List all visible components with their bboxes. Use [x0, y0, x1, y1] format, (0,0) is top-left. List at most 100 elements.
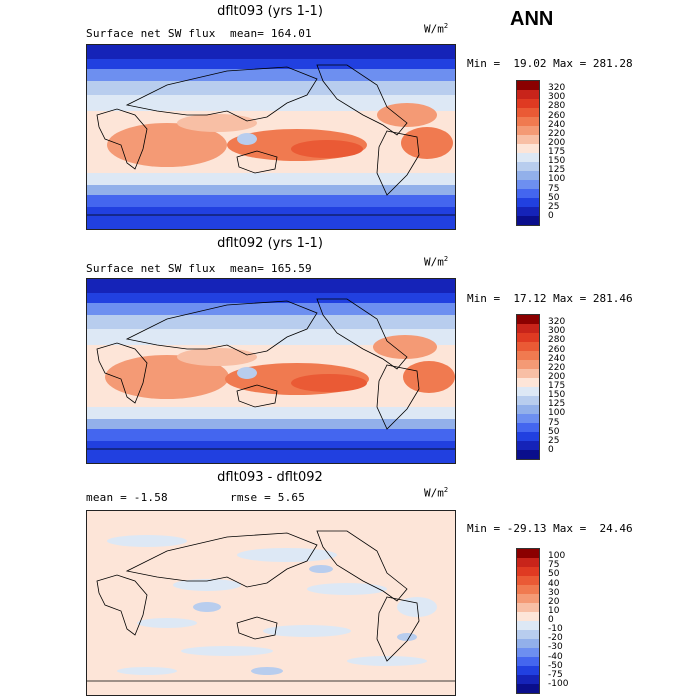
- panel2-units: W/m2: [424, 255, 449, 269]
- colorbar-swatch: [517, 180, 539, 189]
- panel3-units: W/m2: [424, 486, 449, 500]
- panel3-mean: mean = -1.58: [86, 491, 168, 504]
- panel1-colorbar-labels: 320 300 280 260 240 220 200 175 150 125 100 75 50 25 0: [548, 80, 578, 226]
- panel2-field-name: Surface net SW flux: [86, 262, 216, 275]
- colorbar-tick-label: 300: [548, 326, 566, 337]
- panel2-mean: mean= 165.59: [230, 262, 312, 275]
- colorbar-tick-label: 100: [548, 551, 566, 562]
- colorbar-swatch: [517, 135, 539, 144]
- colorbar-swatch: [517, 333, 539, 342]
- colorbar-tick-label: 150: [548, 156, 566, 167]
- colorbar-tick-label: 320: [548, 83, 566, 94]
- colorbar-swatch: [517, 162, 539, 171]
- colorbar-tick-label: 220: [548, 362, 566, 373]
- colorbar-swatch: [517, 108, 539, 117]
- colorbar-swatch: [517, 621, 539, 630]
- colorbar-tick-label: 100: [548, 174, 566, 185]
- colorbar-tick-label: 0: [548, 615, 554, 625]
- colorbar-tick-label: 175: [548, 147, 566, 157]
- colorbar-swatch: [517, 153, 539, 162]
- colorbar-tick-label: -10: [548, 624, 563, 635]
- panel1-minmax: Min = 19.02 Max = 281.28: [467, 57, 633, 70]
- colorbar-swatch: [517, 612, 539, 621]
- colorbar-tick-label: 260: [548, 344, 566, 355]
- colorbar-tick-label: 40: [548, 578, 560, 589]
- colorbar-swatch: [517, 657, 539, 666]
- colorbar-swatch: [517, 126, 539, 135]
- panel3-colorbar: [516, 548, 540, 694]
- panel1-map-plot: [87, 45, 455, 229]
- colorbar-swatch: [517, 99, 539, 108]
- colorbar-swatch: [517, 648, 539, 657]
- colorbar-swatch: [517, 666, 539, 675]
- colorbar-tick-label: 240: [548, 353, 566, 364]
- panel2-minmax: Min = 17.12 Max = 281.46: [467, 292, 633, 305]
- colorbar-tick-label: -20: [548, 633, 563, 644]
- colorbar-tick-label: 150: [548, 390, 566, 401]
- colorbar-tick-label: 200: [548, 137, 566, 148]
- colorbar-swatch: [517, 450, 539, 459]
- colorbar-tick-label: 50: [548, 426, 560, 437]
- colorbar-swatch: [517, 81, 539, 90]
- colorbar-tick-label: 75: [548, 183, 560, 194]
- season-label: ANN: [510, 8, 554, 30]
- colorbar-tick-label: 125: [548, 165, 566, 176]
- colorbar-swatch: [517, 414, 539, 423]
- colorbar-swatch: [517, 549, 539, 558]
- colorbar-tick-label: 0: [548, 444, 554, 455]
- colorbar-swatch: [517, 405, 539, 414]
- colorbar-swatch: [517, 144, 539, 153]
- panel1-map: [86, 44, 456, 230]
- colorbar-tick-label: 75: [548, 417, 560, 428]
- colorbar-tick-label: 175: [548, 381, 566, 391]
- colorbar-swatch: [517, 675, 539, 684]
- colorbar-swatch: [517, 558, 539, 567]
- colorbar-swatch: [517, 639, 539, 648]
- colorbar-tick-label: -50: [548, 660, 563, 671]
- colorbar-swatch: [517, 576, 539, 585]
- panel1-units: W/m2: [424, 22, 449, 36]
- colorbar-swatch: [517, 342, 539, 351]
- colorbar-tick-label: 100: [548, 408, 566, 419]
- colorbar-swatch: [517, 432, 539, 441]
- panel1-title: dflt093 (yrs 1-1): [217, 4, 323, 19]
- colorbar-swatch: [517, 315, 539, 324]
- colorbar-tick-label: 50: [548, 569, 560, 580]
- colorbar-tick-label: 320: [548, 317, 566, 328]
- colorbar-swatch: [517, 360, 539, 369]
- colorbar-tick-label: -75: [548, 669, 563, 680]
- panel2-title: dflt092 (yrs 1-1): [217, 236, 323, 251]
- colorbar-tick-label: 240: [548, 119, 566, 130]
- colorbar-swatch: [517, 171, 539, 180]
- panel3-rmse: rmse = 5.65: [230, 491, 306, 504]
- panel3-colorbar-labels: 100 75 50 40 30 20 10 0 -10 -20 -30 -40 -50 -75 -100: [548, 548, 582, 694]
- colorbar-tick-label: 200: [548, 371, 566, 382]
- colorbar-tick-label: 220: [548, 128, 566, 139]
- colorbar-swatch: [517, 567, 539, 576]
- colorbar-swatch: [517, 198, 539, 207]
- colorbar-swatch: [517, 684, 539, 693]
- colorbar-tick-label: 20: [548, 596, 560, 607]
- colorbar-swatch: [517, 369, 539, 378]
- colorbar-swatch: [517, 603, 539, 612]
- colorbar-tick-label: 280: [548, 101, 566, 112]
- colorbar-swatch: [517, 378, 539, 387]
- panel3-map-plot: [87, 511, 455, 695]
- colorbar-swatch: [517, 387, 539, 396]
- colorbar-tick-label: -40: [548, 651, 563, 662]
- colorbar-tick-label: 75: [548, 560, 560, 571]
- colorbar-tick-label: 50: [548, 192, 560, 203]
- panel3-minmax: Min = -29.13 Max = 24.46: [467, 522, 633, 535]
- colorbar-tick-label: 25: [548, 201, 560, 212]
- colorbar-tick-label: 300: [548, 92, 566, 103]
- colorbar-swatch: [517, 117, 539, 126]
- colorbar-tick-label: 25: [548, 435, 560, 446]
- colorbar-swatch: [517, 585, 539, 594]
- colorbar-swatch: [517, 351, 539, 360]
- colorbar-tick-label: 280: [548, 335, 566, 346]
- panel3-map: [86, 510, 456, 696]
- panel1-mean: mean= 164.01: [230, 27, 312, 40]
- panel2-colorbar: [516, 314, 540, 460]
- panel2-colorbar-labels: 320 300 280 260 240 220 200 175 150 125 100 75 50 25 0: [548, 314, 578, 460]
- panel3-title: dflt093 - dflt092: [217, 470, 323, 485]
